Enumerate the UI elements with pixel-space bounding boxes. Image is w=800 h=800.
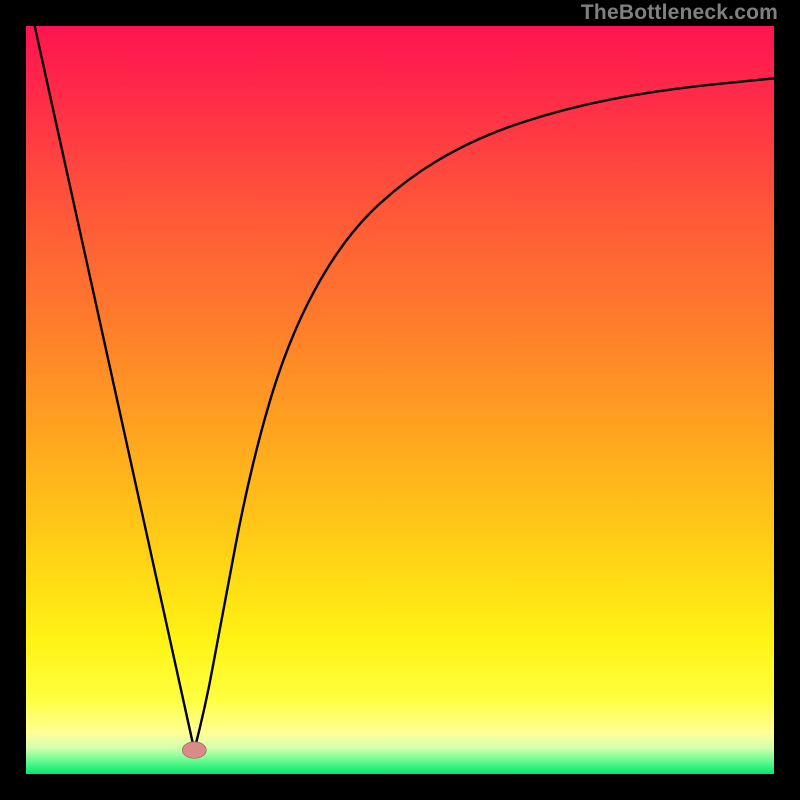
bottleneck-chart xyxy=(26,26,774,774)
optimal-point-marker xyxy=(182,742,206,758)
plot-area xyxy=(26,26,774,774)
gradient-background xyxy=(26,26,774,774)
watermark-text: TheBottleneck.com xyxy=(581,1,778,25)
